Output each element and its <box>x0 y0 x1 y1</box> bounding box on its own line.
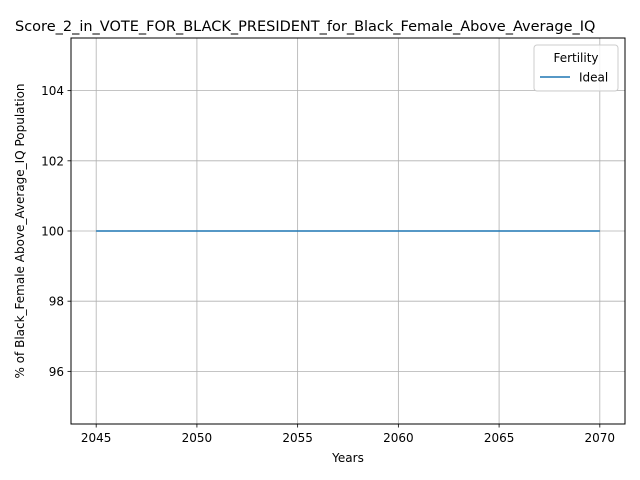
y-tick-label: 102 <box>41 154 64 168</box>
y-tick-label: 104 <box>41 84 64 98</box>
x-tick-label: 2045 <box>81 431 112 445</box>
y-tick-label: 98 <box>49 295 64 309</box>
x-tick-label: 2055 <box>282 431 313 445</box>
y-tick-label: 96 <box>49 365 64 379</box>
legend-title: Fertility <box>553 51 598 65</box>
x-tick-label: 2070 <box>585 431 616 445</box>
x-tick-label: 2060 <box>383 431 414 445</box>
y-tick-label: 100 <box>41 225 64 239</box>
y-axis-label: % of Black_Female Above_Average_IQ Popul… <box>13 83 27 378</box>
x-tick-label: 2065 <box>484 431 515 445</box>
chart-title: Score_2_in_VOTE_FOR_BLACK_PRESIDENT_for_… <box>15 19 595 35</box>
legend-label-ideal: Ideal <box>579 71 608 85</box>
legend-box <box>533 44 619 92</box>
x-tick-label: 2050 <box>182 431 213 445</box>
axis-ticks: 2045 2050 2055 2060 2065 2070 96 98 100 102 104 <box>41 84 615 445</box>
x-axis-label: Years <box>331 451 364 465</box>
legend: Fertility Ideal <box>533 44 619 92</box>
